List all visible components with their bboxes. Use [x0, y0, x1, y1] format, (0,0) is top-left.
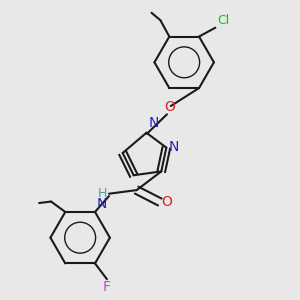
- Text: N: N: [149, 116, 159, 130]
- Text: O: O: [164, 100, 175, 115]
- Text: O: O: [161, 195, 172, 209]
- Text: F: F: [103, 280, 111, 294]
- Text: Cl: Cl: [217, 14, 229, 27]
- Text: N: N: [169, 140, 179, 154]
- Text: H: H: [98, 187, 107, 200]
- Text: N: N: [97, 197, 107, 211]
